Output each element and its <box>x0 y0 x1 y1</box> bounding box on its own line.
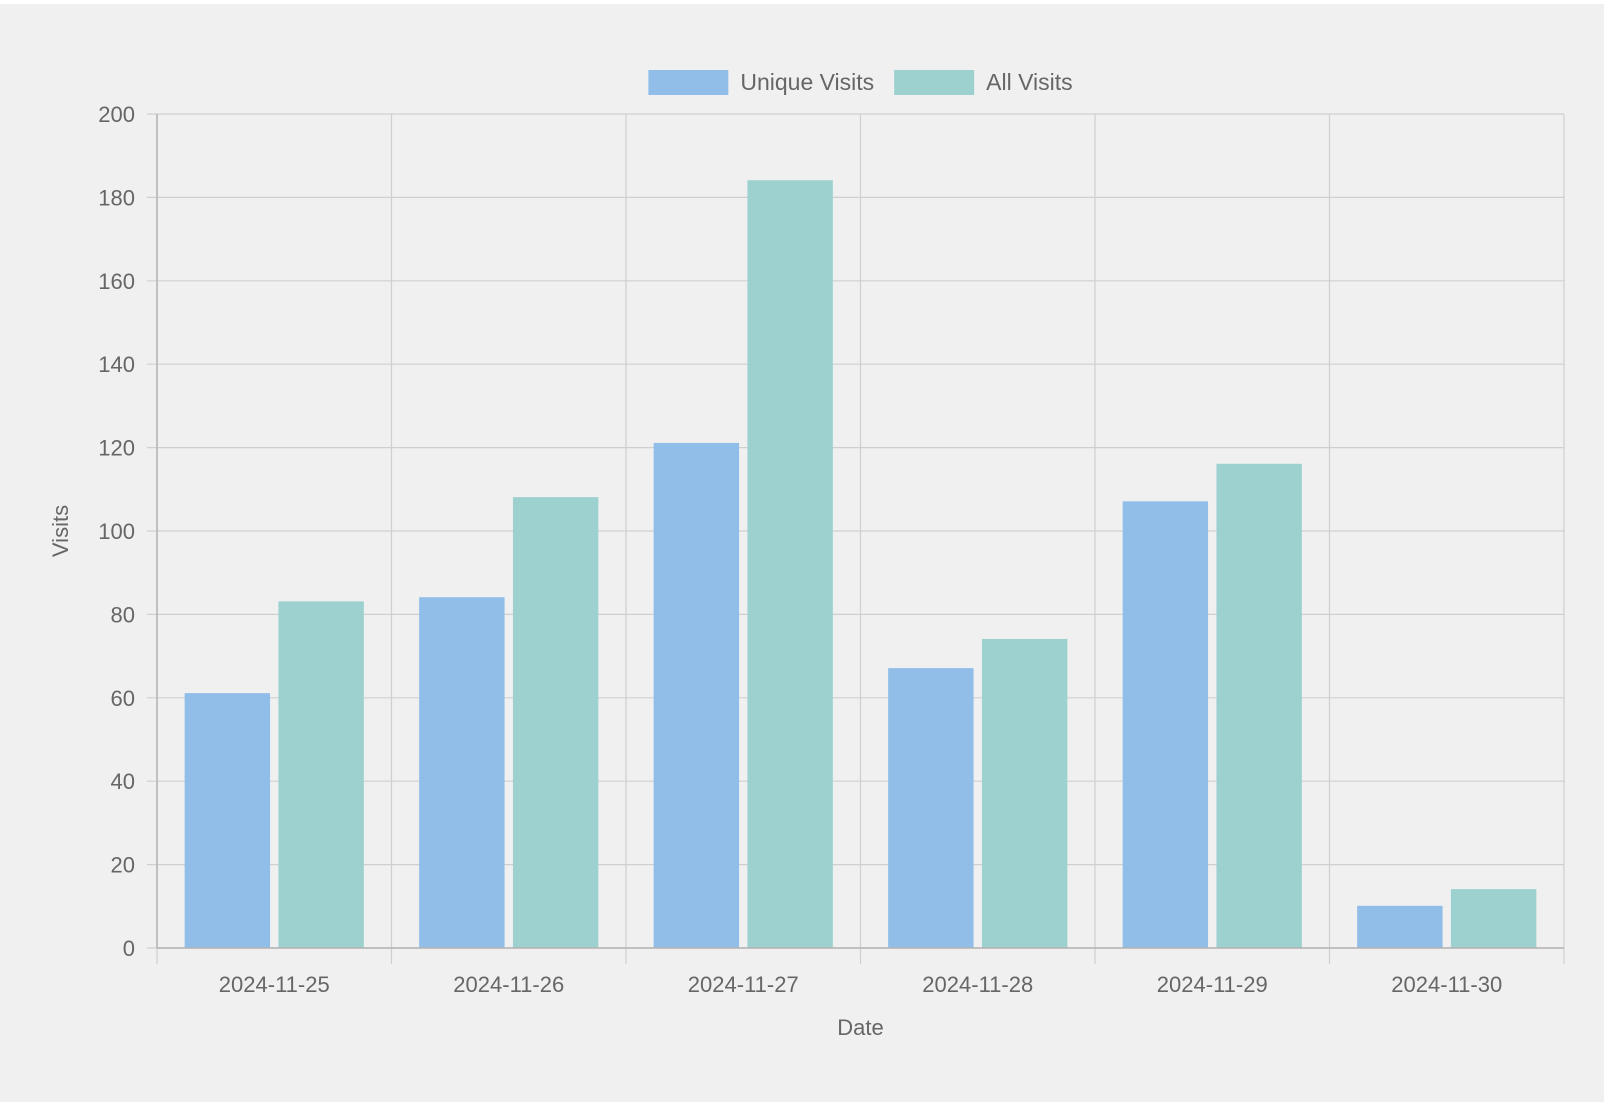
y-axis-title: Visits <box>48 505 73 557</box>
y-tick-label: 40 <box>111 769 135 794</box>
legend-label[interactable]: Unique Visits <box>740 69 874 95</box>
x-tick-label: 2024-11-26 <box>453 972 564 997</box>
bar-all-visits[interactable] <box>747 180 833 949</box>
bar-all-visits[interactable] <box>981 638 1068 949</box>
legend: Unique Visits All Visits <box>648 69 1073 95</box>
bar-all-visits[interactable] <box>1450 889 1537 949</box>
y-tick-label: 0 <box>123 936 135 961</box>
y-tick-label: 160 <box>98 269 135 294</box>
bar-all-visits[interactable] <box>512 497 599 949</box>
legend-swatch[interactable] <box>894 70 975 95</box>
bar-unique-visits[interactable] <box>888 668 974 949</box>
bar-unique-visits[interactable] <box>1357 905 1443 949</box>
x-tick-label: 2024-11-28 <box>922 972 1033 997</box>
bar-unique-visits[interactable] <box>653 442 740 949</box>
y-tick-label: 80 <box>111 602 135 627</box>
y-tick-label: 100 <box>98 519 135 544</box>
y-tick-label: 140 <box>98 352 135 377</box>
x-tick-label: 2024-11-27 <box>688 972 799 997</box>
y-tick-label: 120 <box>98 436 135 461</box>
y-tick-label: 20 <box>111 853 135 878</box>
bar-unique-visits[interactable] <box>1122 501 1209 949</box>
y-tick-label: 200 <box>98 102 135 127</box>
legend-label[interactable]: All Visits <box>986 69 1073 95</box>
x-tick-label: 2024-11-29 <box>1157 972 1268 997</box>
x-axis-title: Date <box>837 1015 883 1040</box>
bars <box>184 180 1537 949</box>
y-tick-label: 180 <box>98 185 135 210</box>
x-tick-label: 2024-11-30 <box>1391 972 1502 997</box>
x-tick-label: 2024-11-25 <box>219 972 330 997</box>
legend-swatch[interactable] <box>648 70 729 95</box>
bar-all-visits[interactable] <box>1216 463 1302 949</box>
bar-unique-visits[interactable] <box>419 597 505 949</box>
y-tick-label: 60 <box>111 686 135 711</box>
axes: 0 20 40 60 80 100 120 140 160 180 200 2024-11-25 202… <box>98 102 1564 997</box>
bar-unique-visits[interactable] <box>184 693 271 949</box>
top-edge-strip <box>0 0 1604 4</box>
bar-all-visits[interactable] <box>278 601 364 949</box>
